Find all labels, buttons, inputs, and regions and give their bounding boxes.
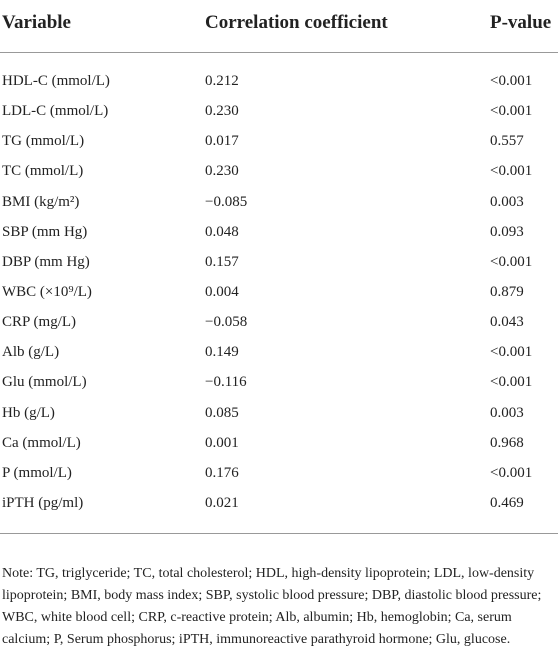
- p-value-cell: <0.001: [490, 73, 533, 89]
- coefficient-cell: 0.048: [205, 223, 239, 240]
- coefficient-cell: 0.085: [205, 404, 239, 421]
- variable-cell: iPTH (pg/ml): [2, 494, 84, 511]
- coefficient-cell: −0.116: [205, 374, 247, 391]
- variable-cell: HDL-C (mmol/L): [2, 73, 110, 89]
- coefficient-cell: 0.157: [205, 253, 239, 270]
- variable-cell: LDL-C (mmol/L): [2, 103, 109, 120]
- variable-cell: CRP (mg/L): [2, 314, 77, 331]
- variable-cell: DBP (mm Hg): [2, 253, 90, 270]
- variable-cell: Glu (mmol/L): [2, 374, 87, 391]
- column-header: Variable: [2, 12, 71, 33]
- variable-cell: Hb (g/L): [2, 404, 55, 421]
- variable-cell: WBC (×10⁹/L): [2, 283, 92, 300]
- variable-cell: TC (mmol/L): [2, 163, 84, 180]
- coefficient-cell: 0.176: [205, 464, 239, 481]
- p-value-cell: 0.043: [490, 314, 524, 331]
- coefficient-cell: 0.001: [205, 434, 239, 451]
- p-value-cell: 0.557: [490, 133, 524, 150]
- p-value-cell: <0.001: [490, 253, 533, 270]
- p-value-cell: 0.879: [490, 283, 524, 300]
- coefficient-cell: 0.004: [205, 283, 239, 300]
- coefficient-cell: 0.149: [205, 344, 239, 361]
- coefficient-cell: −0.058: [205, 314, 248, 331]
- column-header: Correlation coefficient: [205, 12, 388, 33]
- p-value-cell: 0.003: [490, 193, 524, 210]
- p-value-cell: <0.001: [490, 374, 533, 391]
- coefficient-cell: 0.021: [205, 494, 239, 511]
- variable-cell: TG (mmol/L): [2, 133, 85, 150]
- p-value-cell: 0.093: [490, 223, 524, 240]
- p-value-cell: 0.968: [490, 434, 524, 451]
- table-note: Note: TG, triglyceride; TC, total choles…: [2, 566, 542, 647]
- coefficient-cell: −0.085: [205, 193, 248, 210]
- p-value-cell: 0.469: [490, 494, 524, 511]
- p-value-cell: <0.001: [490, 344, 533, 361]
- column-header: P-value: [490, 12, 552, 33]
- p-value-cell: 0.003: [490, 404, 524, 421]
- variable-cell: Ca (mmol/L): [2, 434, 81, 451]
- variable-cell: Alb (g/L): [2, 344, 60, 361]
- p-value-cell: <0.001: [490, 163, 533, 180]
- variable-cell: BMI (kg/m²): [2, 193, 80, 210]
- p-value-cell: <0.001: [490, 103, 533, 120]
- coefficient-cell: 0.212: [205, 73, 239, 89]
- header-rule: [0, 52, 558, 53]
- coefficient-cell: 0.017: [205, 133, 239, 150]
- coefficient-cell: 0.230: [205, 103, 239, 120]
- bottom-rule: [0, 533, 558, 534]
- p-value-cell: <0.001: [490, 464, 533, 481]
- variable-cell: SBP (mm Hg): [2, 223, 88, 240]
- coefficient-cell: 0.230: [205, 163, 239, 180]
- variable-cell: P (mmol/L): [2, 464, 72, 481]
